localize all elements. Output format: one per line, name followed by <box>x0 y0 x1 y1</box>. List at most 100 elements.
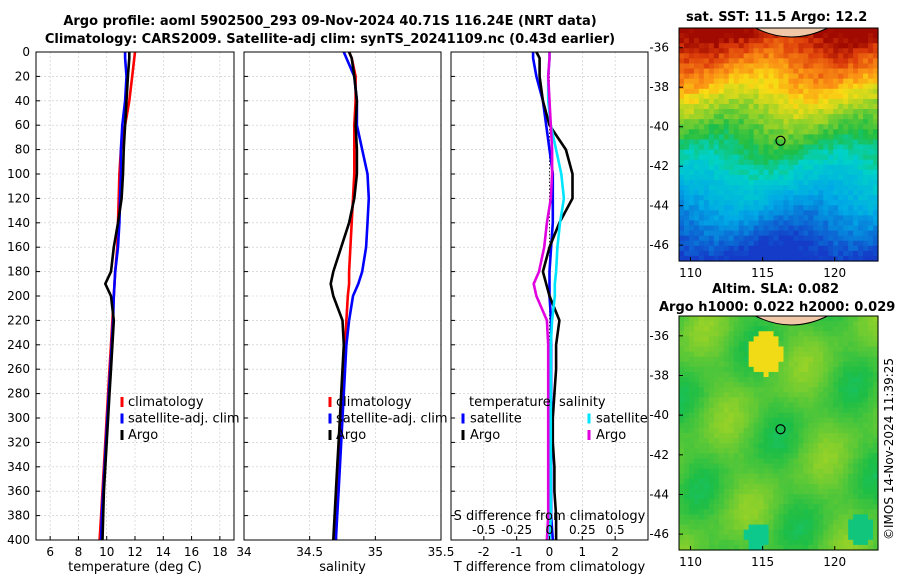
map-cell <box>763 514 770 521</box>
map-cell <box>693 215 700 222</box>
map-cell <box>733 366 740 373</box>
map-cell <box>838 519 844 526</box>
map-cell <box>818 463 824 470</box>
map-cell <box>848 43 854 49</box>
map-cell <box>723 488 730 495</box>
map-cell <box>863 341 869 348</box>
map-cell <box>873 169 879 176</box>
map-cell <box>743 356 750 363</box>
map-cell <box>683 331 690 337</box>
map-cell <box>753 53 760 59</box>
map-cell <box>698 392 705 398</box>
map-cell <box>713 225 720 232</box>
map-cell <box>728 524 735 531</box>
map-cell <box>788 387 795 393</box>
map-cell <box>768 499 775 505</box>
map-cell <box>728 255 735 262</box>
map-cell <box>828 331 834 337</box>
map-cell <box>873 458 879 465</box>
map-cell <box>833 43 839 49</box>
map-cell <box>813 488 819 495</box>
map-cell <box>778 210 785 217</box>
map-cell <box>698 433 705 439</box>
map-cell <box>679 356 685 363</box>
map-cell <box>718 366 725 373</box>
map-cell <box>823 326 829 332</box>
map-cell <box>713 316 720 322</box>
map-cell <box>758 174 765 181</box>
map-cell <box>743 235 750 242</box>
map-cell <box>713 463 720 470</box>
map-cell <box>768 509 775 515</box>
map-cell <box>873 402 879 409</box>
map-cell <box>833 230 839 237</box>
map-cell <box>733 448 740 454</box>
map-cell <box>838 119 844 125</box>
map-cell <box>778 255 785 262</box>
map-cell <box>818 519 824 526</box>
map-cell <box>763 205 770 211</box>
map-cell <box>753 331 760 337</box>
map-cell <box>818 478 824 485</box>
map-cell <box>843 366 849 373</box>
map-cell <box>693 453 700 460</box>
map-cell <box>693 458 700 465</box>
top-tick-label: 0 <box>546 523 554 537</box>
map-cell <box>858 402 864 409</box>
map-cell <box>679 397 685 404</box>
map-cell <box>708 483 715 490</box>
map-cell <box>698 412 705 419</box>
map-cell <box>873 417 879 424</box>
map-cell <box>688 438 695 444</box>
map-cell <box>763 422 770 429</box>
map-cell <box>838 494 844 500</box>
map-cell <box>823 443 829 449</box>
map-x-tick-label: 120 <box>823 555 846 569</box>
map-cell <box>743 114 750 120</box>
map-cell <box>703 387 710 393</box>
map-cell <box>708 124 715 130</box>
map-cell <box>688 458 695 465</box>
map-cell <box>843 124 849 130</box>
map-cell <box>803 458 809 465</box>
map-cell <box>818 504 824 510</box>
map-cell <box>723 179 730 186</box>
map-cell <box>788 144 795 151</box>
map-cell <box>718 38 725 44</box>
map-cell <box>738 488 745 495</box>
map-cell <box>698 220 705 227</box>
map-cell <box>848 534 854 541</box>
map-cell <box>693 154 700 161</box>
map-cell <box>728 539 735 546</box>
map-cell <box>738 144 745 151</box>
map-cell <box>793 534 799 541</box>
map-cell <box>843 119 849 125</box>
map-cell <box>723 220 730 227</box>
map-cell <box>679 255 685 262</box>
map-cell <box>853 230 859 237</box>
map-cell <box>768 230 775 237</box>
map-cell <box>743 68 750 75</box>
map-cell <box>753 103 760 110</box>
map-cell <box>808 478 814 485</box>
map-cell <box>813 230 819 237</box>
map-cell <box>858 210 864 217</box>
map-cell <box>793 488 799 495</box>
map-cell <box>778 377 785 383</box>
map-cell <box>743 366 750 373</box>
map-cell <box>778 326 785 332</box>
map-cell <box>773 144 780 151</box>
map-cell <box>703 534 710 541</box>
map-cell <box>679 164 685 171</box>
map-cell <box>738 478 745 485</box>
map-cell <box>778 28 785 34</box>
map-cell <box>778 438 785 444</box>
map-cell <box>848 458 854 465</box>
map-cell <box>758 331 765 337</box>
map-cell <box>693 473 700 480</box>
map-cell <box>818 371 824 378</box>
map-cell <box>803 114 809 120</box>
map-cell <box>708 250 715 257</box>
map-cell <box>713 129 720 135</box>
map-cell <box>833 519 839 526</box>
